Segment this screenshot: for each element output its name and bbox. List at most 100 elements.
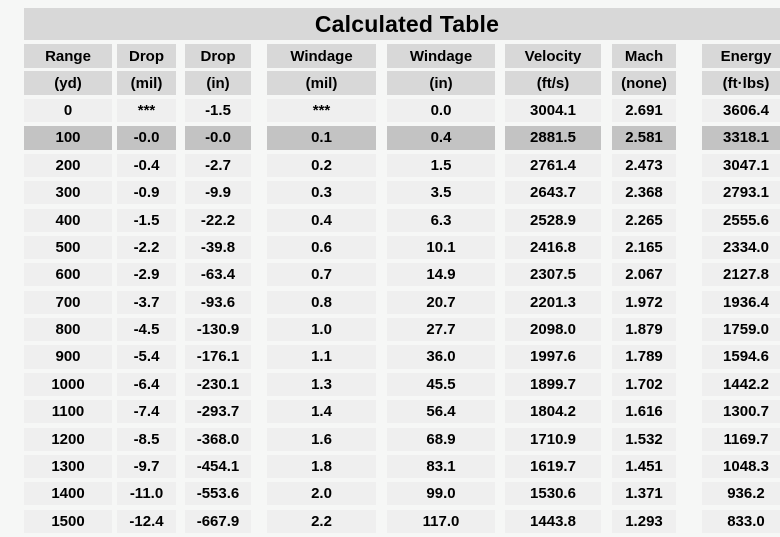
table-row[interactable]: 1100 -7.4 -293.7 1.4 56.4 1804.2 1.616 1… [0, 400, 780, 424]
table-row[interactable]: 0 *** -1.5 *** 0.0 3004.1 2.691 3606.4 [0, 99, 780, 123]
table-row[interactable]: 1300 -9.7 -454.1 1.8 83.1 1619.7 1.451 1… [0, 454, 780, 479]
column-unit-windage-in: (in) [387, 71, 495, 95]
cell-windage-mil: 1.1 [267, 345, 376, 369]
table-row[interactable]: 400 -1.5 -22.2 0.4 6.3 2528.9 2.265 2555… [0, 208, 780, 232]
column-unit-drop-mil: (mil) [117, 71, 176, 95]
cell-energy: 936.2 [702, 482, 780, 506]
cell-energy: 1759.0 [702, 318, 780, 342]
cell-windage-mil: 0.2 [267, 153, 376, 177]
cell-velocity: 2098.0 [505, 318, 601, 342]
cell-mach: 2.581 [612, 126, 676, 150]
cell-range: 1100 [24, 400, 112, 424]
cell-drop-in: -39.8 [185, 235, 251, 260]
cell-windage-in: 14.9 [387, 263, 495, 287]
table-row[interactable]: 600 -2.9 -63.4 0.7 14.9 2307.5 2.067 212… [0, 263, 780, 287]
cell-mach: 2.165 [612, 235, 676, 260]
cell-windage-mil: 0.7 [267, 263, 376, 287]
cell-drop-in: -176.1 [185, 345, 251, 369]
cell-windage-in: 10.1 [387, 235, 495, 260]
cell-windage-in: 36.0 [387, 345, 495, 369]
table-row[interactable]: 800 -4.5 -130.9 1.0 27.7 2098.0 1.879 17… [0, 318, 780, 342]
cell-velocity: 1899.7 [505, 372, 601, 396]
cell-windage-mil: 2.0 [267, 482, 376, 506]
cell-range: 1200 [24, 427, 112, 451]
cell-windage-in: 45.5 [387, 372, 495, 396]
cell-energy: 2793.1 [702, 181, 780, 205]
cell-windage-in: 0.0 [387, 99, 495, 123]
cell-windage-mil: 1.8 [267, 454, 376, 479]
cell-velocity: 1804.2 [505, 400, 601, 424]
cell-mach: 1.789 [612, 345, 676, 369]
cell-range: 900 [24, 345, 112, 369]
cell-mach: 2.473 [612, 153, 676, 177]
cell-drop-mil: -7.4 [117, 400, 176, 424]
column-header-row: Range Drop Drop Windage Windage Velocity… [0, 44, 780, 68]
cell-range: 500 [24, 235, 112, 260]
table-row[interactable]: 1200 -8.5 -368.0 1.6 68.9 1710.9 1.532 1… [0, 427, 780, 451]
cell-velocity: 2201.3 [505, 290, 601, 314]
cell-velocity: 1530.6 [505, 482, 601, 506]
table-row[interactable]: 1400 -11.0 -553.6 2.0 99.0 1530.6 1.371 … [0, 482, 780, 506]
cell-drop-in: -63.4 [185, 263, 251, 287]
table-row[interactable]: 1000 -6.4 -230.1 1.3 45.5 1899.7 1.702 1… [0, 372, 780, 396]
column-header-range: Range [24, 44, 112, 68]
cell-windage-in: 83.1 [387, 454, 495, 479]
table-row[interactable]: 300 -0.9 -9.9 0.3 3.5 2643.7 2.368 2793.… [0, 181, 780, 205]
cell-energy: 3606.4 [702, 99, 780, 123]
table-row[interactable]: 200 -0.4 -2.7 0.2 1.5 2761.4 2.473 3047.… [0, 153, 780, 177]
column-header-drop-in: Drop [185, 44, 251, 68]
page-title: Calculated Table [24, 8, 780, 40]
cell-mach: 1.293 [612, 509, 676, 533]
table-row[interactable]: 100 -0.0 -0.0 0.1 0.4 2881.5 2.581 3318.… [0, 126, 780, 150]
cell-drop-in: -2.7 [185, 153, 251, 177]
cell-energy: 2127.8 [702, 263, 780, 287]
cell-drop-mil: -2.2 [117, 235, 176, 260]
table-row[interactable]: 500 -2.2 -39.8 0.6 10.1 2416.8 2.165 233… [0, 235, 780, 260]
cell-velocity: 2761.4 [505, 153, 601, 177]
table-row[interactable]: 900 -5.4 -176.1 1.1 36.0 1997.6 1.789 15… [0, 345, 780, 369]
cell-range: 1400 [24, 482, 112, 506]
cell-velocity: 2881.5 [505, 126, 601, 150]
cell-mach: 1.532 [612, 427, 676, 451]
column-unit-mach: (none) [612, 71, 676, 95]
column-unit-velocity: (ft/s) [505, 71, 601, 95]
cell-energy: 833.0 [702, 509, 780, 533]
cell-velocity: 2307.5 [505, 263, 601, 287]
cell-windage-mil: 0.3 [267, 181, 376, 205]
cell-windage-in: 99.0 [387, 482, 495, 506]
cell-energy: 2555.6 [702, 208, 780, 232]
cell-drop-mil: -5.4 [117, 345, 176, 369]
cell-energy: 1594.6 [702, 345, 780, 369]
cell-drop-mil: -12.4 [117, 509, 176, 533]
cell-drop-in: -0.0 [185, 126, 251, 150]
cell-drop-in: -230.1 [185, 372, 251, 396]
cell-windage-in: 27.7 [387, 318, 495, 342]
cell-drop-mil: -9.7 [117, 454, 176, 479]
table-body: 0 *** -1.5 *** 0.0 3004.1 2.691 3606.4 1… [0, 99, 780, 533]
column-header-velocity: Velocity [505, 44, 601, 68]
cell-drop-mil: -0.4 [117, 153, 176, 177]
cell-energy: 3318.1 [702, 126, 780, 150]
cell-energy: 2334.0 [702, 235, 780, 260]
cell-range: 600 [24, 263, 112, 287]
cell-mach: 2.691 [612, 99, 676, 123]
table-row[interactable]: 700 -3.7 -93.6 0.8 20.7 2201.3 1.972 193… [0, 290, 780, 314]
cell-drop-mil: -8.5 [117, 427, 176, 451]
cell-energy: 1169.7 [702, 427, 780, 451]
cell-energy: 1048.3 [702, 454, 780, 479]
cell-range: 300 [24, 181, 112, 205]
column-units-row: (yd) (mil) (in) (mil) (in) (ft/s) (none)… [0, 71, 780, 95]
cell-drop-in: -368.0 [185, 427, 251, 451]
column-unit-windage-mil: (mil) [267, 71, 376, 95]
cell-windage-mil: 0.4 [267, 208, 376, 232]
cell-energy: 3047.1 [702, 153, 780, 177]
cell-range: 1000 [24, 372, 112, 396]
cell-velocity: 1619.7 [505, 454, 601, 479]
cell-range: 700 [24, 290, 112, 314]
table-row[interactable]: 1500 -12.4 -667.9 2.2 117.0 1443.8 1.293… [0, 509, 780, 533]
cell-mach: 2.368 [612, 181, 676, 205]
cell-drop-in: -1.5 [185, 99, 251, 123]
cell-windage-mil: *** [267, 99, 376, 123]
cell-windage-in: 6.3 [387, 208, 495, 232]
